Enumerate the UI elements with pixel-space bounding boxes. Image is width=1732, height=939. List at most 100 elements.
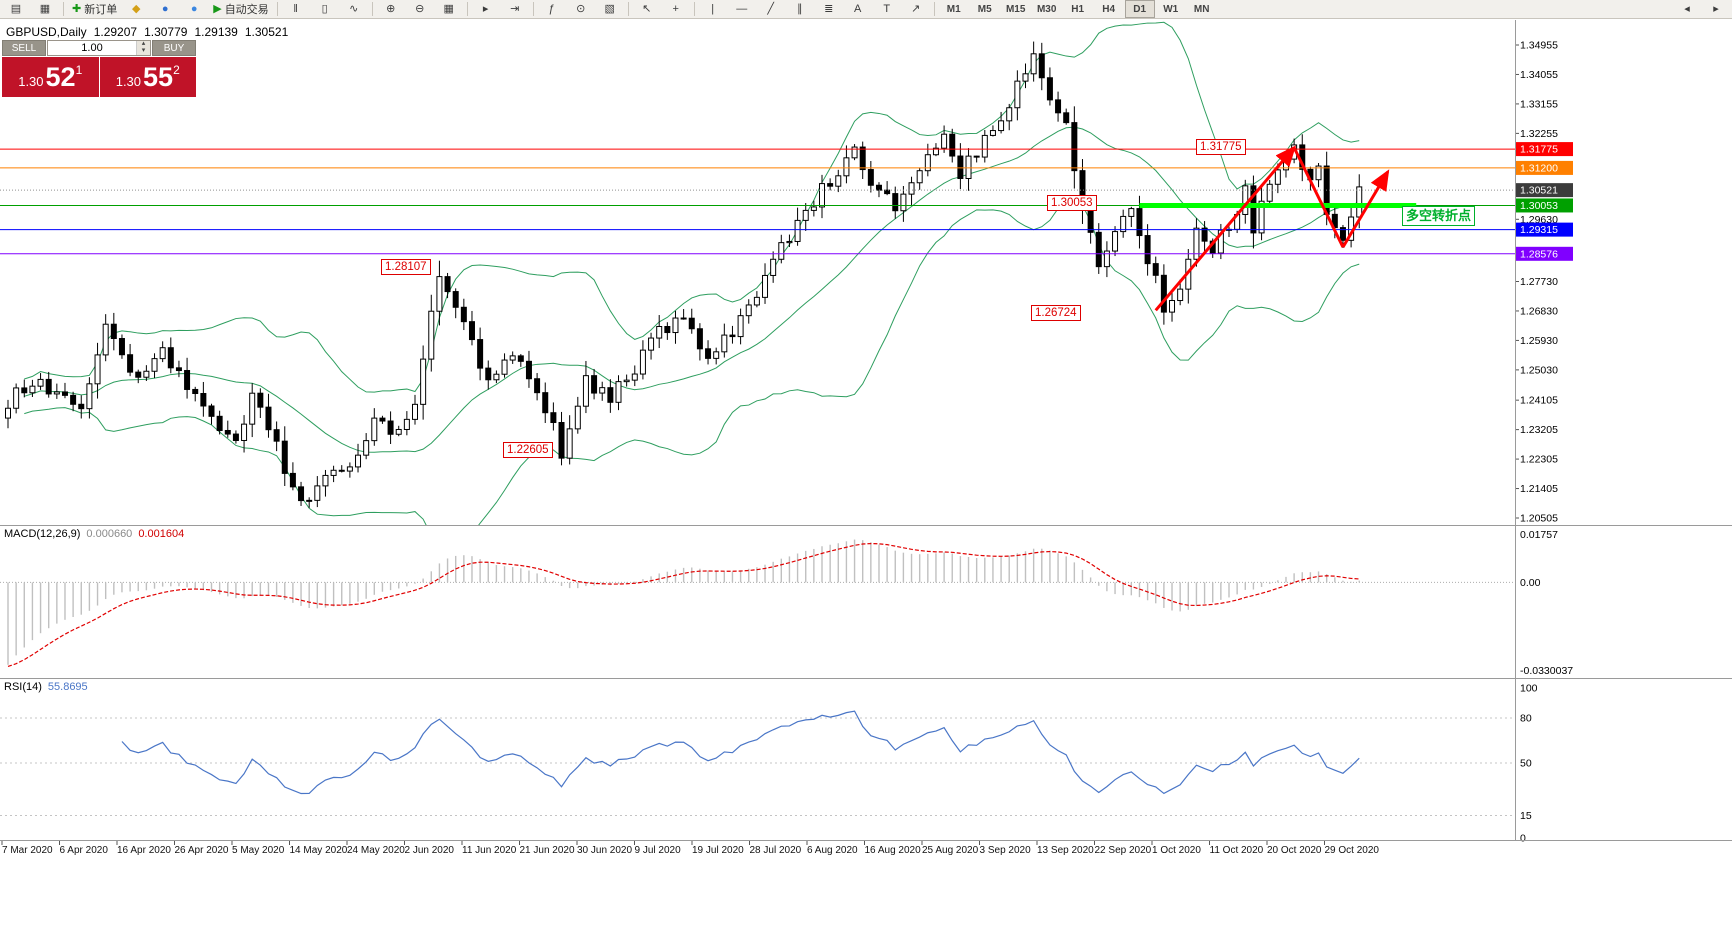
autotrading-button[interactable]: ▶ 自动交易 (209, 0, 272, 18)
timeframe-w1-button[interactable]: W1 (1163, 3, 1179, 15)
price-tag-1.31775[interactable] (1516, 142, 1573, 157)
trend-arrow-down[interactable] (1292, 146, 1345, 248)
volume-down-button[interactable]: ▾ (137, 47, 150, 55)
candle-body (127, 354, 134, 373)
candle-body (241, 423, 248, 441)
chart-candles-button[interactable]: ▯ (311, 0, 339, 18)
price-label-annotation[interactable]: 1.28107 (381, 259, 431, 275)
macd-signal-line (7, 542, 1360, 668)
price-tag-1.30521[interactable] (1516, 183, 1573, 198)
candle-body (599, 387, 606, 394)
trend-arrow-up-1[interactable] (1154, 145, 1297, 312)
candle-body (45, 378, 52, 395)
indicators-button[interactable]: ƒ (538, 0, 566, 18)
crosshair-button[interactable]: + (662, 0, 690, 18)
candle-body (200, 393, 207, 407)
grid-button[interactable]: ▦ (435, 0, 463, 18)
candle-body (1250, 185, 1257, 234)
candle-body (566, 428, 573, 459)
price-label-annotation[interactable]: 1.26724 (1031, 305, 1081, 321)
candle-body (1274, 169, 1281, 185)
toolbar-next-button[interactable]: ▸ (1702, 0, 1730, 18)
zoom-in-button[interactable]: ⊕ (377, 0, 405, 18)
volume-input[interactable] (48, 41, 136, 55)
candle-body (819, 183, 825, 208)
price-tag-1.29315[interactable] (1516, 222, 1573, 237)
chart-line-button[interactable]: ∿ (340, 0, 368, 18)
candle-body (615, 381, 622, 403)
rewards-button[interactable]: ◆ (122, 0, 150, 18)
candle-body (892, 193, 899, 212)
candle-body (916, 170, 923, 184)
buy-button[interactable]: BUY (152, 40, 196, 56)
price-label-annotation[interactable]: 1.22605 (503, 442, 553, 458)
timeframe-m1-button[interactable]: M1 (946, 3, 961, 15)
candle-body (167, 347, 174, 369)
candle-body (737, 315, 744, 338)
toolbar-prev-button[interactable]: ◂ (1673, 0, 1701, 18)
timeframe-mn-button[interactable]: MN (1193, 3, 1210, 15)
signals-button[interactable]: ● (180, 0, 208, 18)
candle-body (762, 274, 769, 298)
auto-scroll-button[interactable]: ▸ (472, 0, 500, 18)
toolbar-separator (276, 2, 278, 16)
price-label-annotation[interactable]: 1.30053 (1047, 195, 1097, 211)
vertical-line-button[interactable]: | (699, 0, 727, 18)
candle-body (70, 394, 77, 405)
candle-body (1160, 274, 1167, 313)
sell-button[interactable]: SELL (2, 40, 46, 56)
volume-up-button[interactable]: ▴ (137, 40, 150, 48)
price-tag-1.30053[interactable] (1516, 198, 1573, 213)
horizontal-line-button[interactable]: — (728, 0, 756, 18)
timeframe-m5-button[interactable]: M5 (977, 3, 992, 15)
candle-body (705, 348, 712, 359)
chart-shift-button[interactable]: ⇥ (501, 0, 529, 18)
templates-button[interactable]: ▧ (596, 0, 624, 18)
price-tag-1.28576[interactable] (1516, 246, 1573, 261)
candle-body (501, 359, 508, 375)
candle-body (477, 339, 484, 369)
periods-icon: ⊙ (576, 2, 586, 15)
text-button[interactable]: A (844, 0, 872, 18)
chart-profiles-button[interactable]: ▦ (31, 0, 59, 18)
timeframe-h1-button[interactable]: H1 (1071, 3, 1085, 15)
candle-body (1144, 235, 1151, 265)
candle-body (143, 370, 150, 378)
date-label: 21 Jun 2020 (520, 845, 575, 856)
new-chart-button[interactable]: ▤ (2, 0, 30, 18)
candle-body (322, 474, 329, 487)
candle-body (574, 405, 581, 430)
zoom-out-button[interactable]: ⊖ (406, 0, 434, 18)
cursor-button[interactable]: ↖ (633, 0, 661, 18)
candle-body (1022, 73, 1029, 82)
buy-price-tile[interactable]: 1.30 55 2 (99, 57, 196, 97)
fibonacci-button[interactable]: ≣ (815, 0, 843, 18)
new-order-button[interactable]: ✚ 新订单 (68, 0, 121, 18)
timeframe-m30-button[interactable]: M30 (1036, 3, 1057, 15)
timeframe-d1-button[interactable]: D1 (1124, 0, 1155, 18)
candle-body (224, 429, 231, 435)
equidistant-channel-button[interactable]: ∥ (786, 0, 814, 18)
price-label-annotation[interactable]: 1.31775 (1196, 139, 1246, 155)
text-label-button[interactable]: T (873, 0, 901, 18)
market-button[interactable]: ● (151, 0, 179, 18)
chart-bars-button[interactable]: ‖ (282, 0, 310, 18)
periods-button[interactable]: ⊙ (567, 0, 595, 18)
timeframe-m15-button[interactable]: M15 (1005, 3, 1026, 15)
candle-body (298, 486, 305, 502)
candle-body (118, 338, 125, 356)
trend-arrow-up-2[interactable] (1341, 169, 1390, 248)
candle-body (835, 175, 842, 187)
date-label: 7 Mar 2020 (2, 845, 53, 856)
candle-body (1046, 77, 1053, 101)
note-label[interactable]: 多空转折点 (1402, 206, 1476, 226)
price-tag-1.31200[interactable] (1516, 160, 1573, 175)
timeframe-h4-button[interactable]: H4 (1102, 3, 1116, 15)
trendline-button[interactable]: ╱ (757, 0, 785, 18)
candle-body (175, 367, 182, 372)
sell-price-tile[interactable]: 1.30 52 1 (2, 57, 99, 97)
arrows-button[interactable]: ↗ (902, 0, 930, 18)
price-tick-label: 1.27730 (1520, 276, 1558, 288)
